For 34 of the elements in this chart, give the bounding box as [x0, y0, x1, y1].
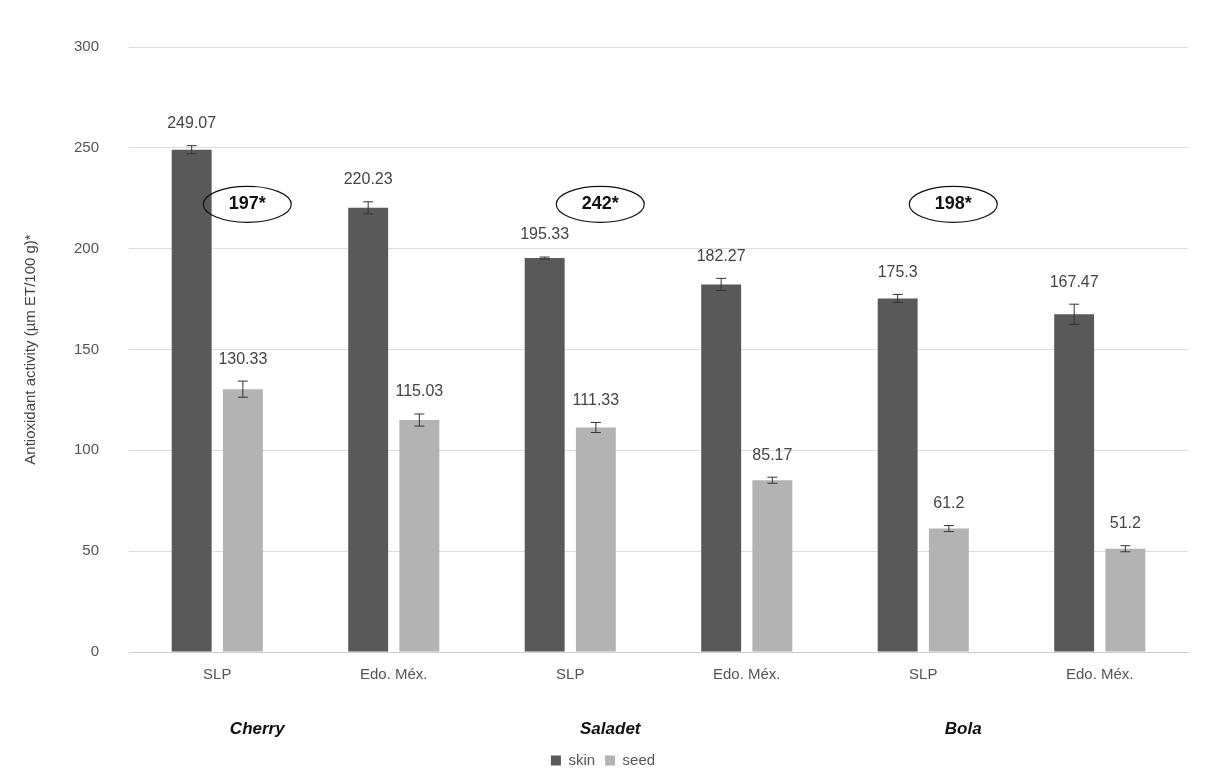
annotation: 197*: [228, 193, 266, 214]
y-axis-title: Antioxidant activity (µm ET/100 g)*: [21, 234, 39, 465]
x-tick-label: Edo. Méx.: [713, 665, 781, 683]
text: Cherry: [229, 718, 287, 738]
data-label: 249.07: [167, 114, 217, 132]
y-tick-label: 250: [74, 137, 100, 155]
data-label: 51.2: [1109, 514, 1142, 532]
y-tick-label: 50: [82, 541, 100, 559]
y-tick-label: 200: [74, 238, 100, 256]
data-label: 175.3: [877, 262, 918, 280]
y-tick-label: 150: [74, 339, 100, 357]
legend-label: skin: [568, 750, 596, 768]
legend-label: seed: [622, 750, 656, 768]
y-tick-label: 100: [74, 440, 100, 458]
data-label: 111.33: [572, 390, 620, 408]
x-tick-label: Edo. Méx.: [1065, 665, 1134, 683]
x-tick-label: SLP: [203, 665, 232, 683]
data-label: 130.33: [218, 349, 268, 367]
data-label: 85.17: [752, 445, 793, 463]
x-tick-label: SLP: [909, 665, 938, 683]
y-tick-label: 300: [74, 37, 100, 55]
annotation: 242*: [581, 193, 619, 214]
x-tick-label: Edo. Méx.: [360, 665, 428, 683]
text: Saladet: [580, 718, 642, 738]
y-tick-label: 0: [90, 642, 100, 660]
data-label: 182.27: [696, 246, 746, 264]
data-label: 220.23: [343, 170, 393, 188]
data-label: 167.47: [1049, 272, 1099, 290]
text: Bola: [944, 718, 982, 738]
data-label: 61.2: [933, 493, 965, 511]
data-label: 195.33: [520, 225, 570, 243]
data-label: 115.03: [395, 382, 444, 400]
x-tick-label: SLP: [556, 665, 585, 683]
annotation: 198*: [934, 193, 972, 214]
